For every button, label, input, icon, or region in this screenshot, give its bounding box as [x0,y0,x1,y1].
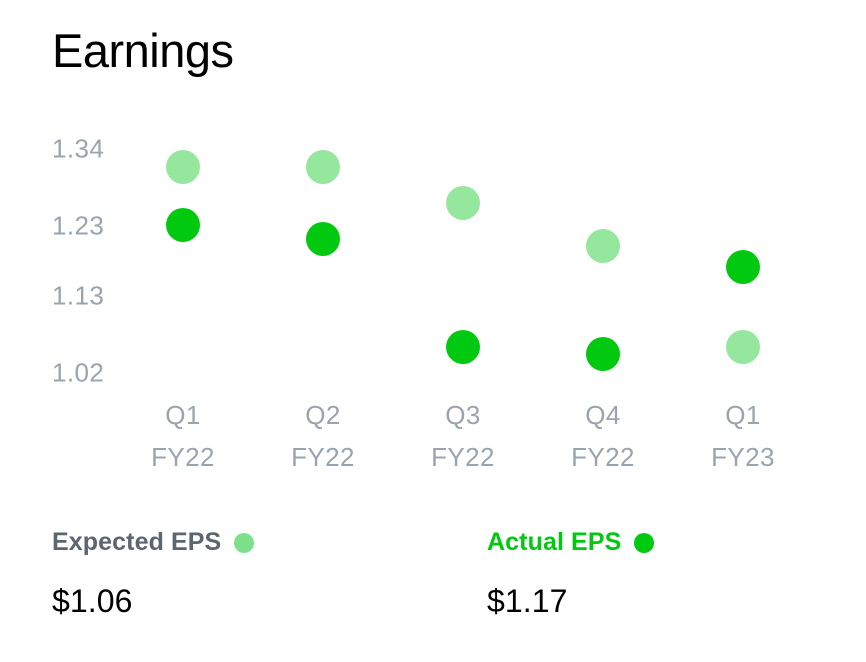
data-point-dot[interactable] [726,250,760,285]
page-title: Earnings [52,24,234,77]
x-tick-fiscal-year: FY22 [571,442,635,473]
y-axis-tick-label: 1.23 [52,210,105,241]
legend-dot-actual-icon [634,532,655,553]
x-tick-quarter: Q1 [165,400,201,430]
x-tick-quarter: Q3 [445,400,481,430]
scatter-plot-area: 1.34 1.23 1.13 1.02 Q1 FY22 Q2 FY22 Q3 FY22 Q4 FY22… [52,133,775,478]
x-axis-tick-label: Q3 FY22 [431,394,495,478]
x-tick-quarter: Q4 [585,400,621,430]
data-point-dot[interactable] [586,337,620,372]
x-tick-fiscal-year: FY23 [711,442,775,473]
legend-expected-eps: Expected EPS $1.06 [52,528,255,620]
data-point-dot[interactable] [726,330,760,365]
data-point-dot[interactable] [166,208,200,243]
x-tick-fiscal-year: FY22 [291,442,355,473]
x-axis-tick-label: Q4 FY22 [571,394,635,478]
x-axis-tick-label: Q1 FY23 [711,394,775,478]
legend-dot-expected-icon [234,532,255,553]
x-tick-fiscal-year: FY22 [151,442,215,473]
legend-value-actual: $1.17 [487,583,568,619]
x-axis-tick-label: Q2 FY22 [291,394,355,478]
data-point-dot[interactable] [586,229,620,264]
legend-row-expected[interactable]: Expected EPS [52,528,255,557]
data-point-dot[interactable] [166,150,200,185]
data-point-dot[interactable] [306,150,340,185]
y-axis-tick-label: 1.02 [52,357,105,388]
data-point-dot[interactable] [306,222,340,257]
x-tick-fiscal-year: FY22 [431,442,495,473]
legend-actual-eps: Actual EPS $1.17 [487,528,655,620]
data-point-dot[interactable] [446,330,480,365]
legend-label-actual: Actual EPS [487,528,622,556]
x-tick-quarter: Q2 [305,400,341,430]
data-point-dot[interactable] [446,185,480,220]
y-axis-tick-label: 1.13 [52,280,105,311]
legend-label-expected: Expected EPS [52,528,222,556]
x-tick-quarter: Q1 [725,400,761,430]
legend-value-expected: $1.06 [52,583,133,619]
legend-row-actual[interactable]: Actual EPS [487,528,655,557]
y-axis-tick-label: 1.34 [52,133,105,164]
x-axis-tick-label: Q1 FY22 [151,394,215,478]
